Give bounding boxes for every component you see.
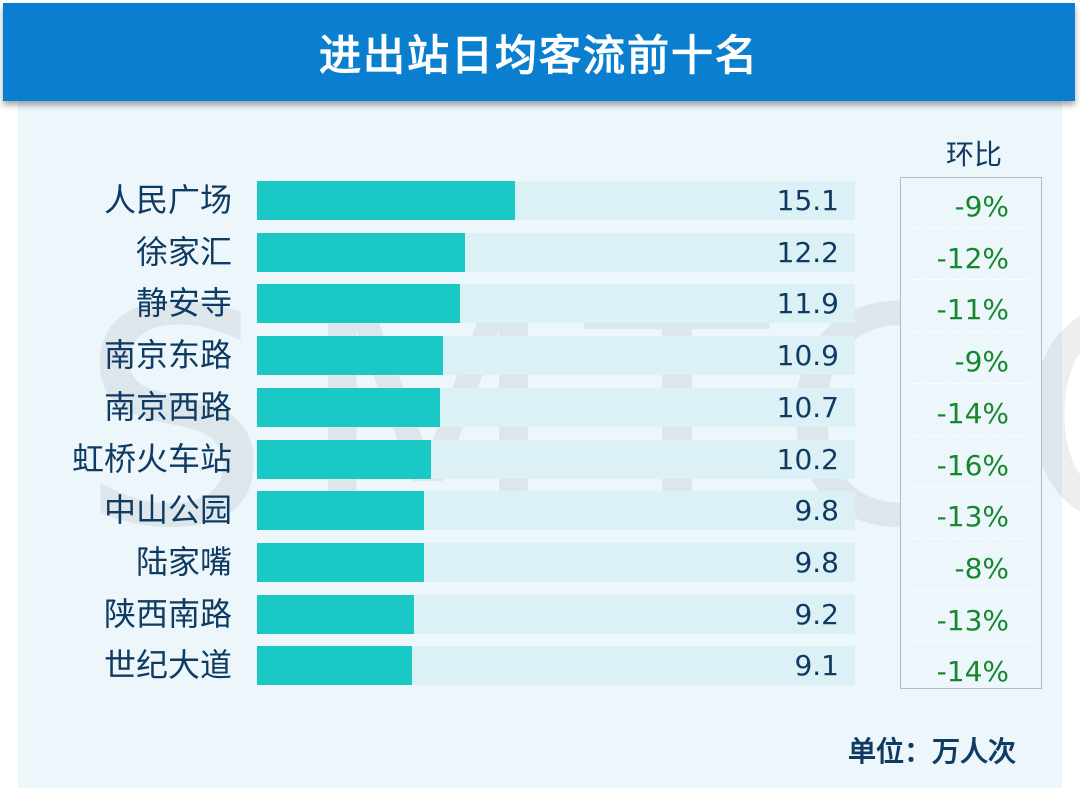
bar-value-label: 9.8 [794, 494, 839, 528]
bar-value-label: 10.9 [776, 339, 839, 373]
mom-divider [907, 537, 1035, 539]
mom-value: -12% [936, 241, 1009, 275]
mom-header: 环比 [946, 138, 1003, 171]
bar-track: 10.7 [257, 387, 855, 427]
bar [257, 284, 461, 324]
mom-divider [907, 434, 1035, 436]
bar [257, 491, 425, 531]
bar-track: 11.9 [257, 284, 855, 324]
bar-value-label: 9.8 [794, 545, 839, 579]
bar [257, 646, 413, 686]
mom-divider [907, 331, 1035, 333]
mom-divider [907, 382, 1035, 384]
mom-value: -13% [936, 603, 1009, 637]
bar-value-label: 10.7 [776, 390, 839, 424]
bar [257, 542, 425, 582]
unit-label: 单位：万人次 [848, 735, 1017, 768]
bar [257, 594, 415, 634]
mom-value: -9% [954, 345, 1009, 379]
bar-value-label: 15.1 [776, 184, 839, 217]
mom-value: -16% [936, 448, 1009, 482]
bar-value-label: 12.2 [776, 235, 839, 269]
mom-column: -9% -12% -11% -9% -14% -16% -13% -8% -13% -14% [900, 177, 1042, 689]
mom-value: -14% [936, 655, 1009, 689]
bar-value-label: 9.2 [794, 597, 839, 631]
mom-value: -8% [954, 551, 1009, 585]
category-label: 静安寺 [135, 284, 232, 323]
chart-title: 进出站日均客流前十名 [318, 30, 759, 80]
bar-value-label: 11.9 [776, 287, 839, 321]
category-label: 陕西南路 [103, 594, 232, 633]
title-banner: 进出站日均客流前十名 [3, 3, 1075, 101]
mom-value: -14% [936, 396, 1009, 430]
bar-track: 9.8 [257, 491, 855, 531]
category-label: 陆家嘴 [135, 542, 232, 581]
category-label: 南京东路 [103, 336, 232, 375]
category-label: 徐家汇 [135, 232, 232, 271]
mom-value: -11% [936, 293, 1009, 327]
mom-divider [907, 589, 1035, 591]
bar-track: 9.1 [257, 646, 855, 686]
bar-track: 15.1 [257, 181, 855, 220]
category-label: 中山公园 [103, 491, 232, 530]
mom-divider [907, 641, 1035, 643]
bar-track: 9.8 [257, 542, 855, 582]
bar-track: 10.2 [257, 439, 855, 479]
bar [257, 439, 432, 479]
bar-track: 12.2 [257, 232, 855, 272]
category-label: 人民广场 [103, 181, 232, 219]
mom-value: -13% [936, 500, 1009, 534]
bar [257, 181, 515, 220]
bar [257, 232, 466, 272]
mom-divider [907, 279, 1035, 281]
bar-value-label: 10.2 [776, 442, 839, 476]
bar [257, 336, 444, 376]
mom-divider [907, 227, 1035, 229]
bar-track: 9.2 [257, 594, 855, 634]
category-label: 虹桥火车站 [71, 439, 232, 478]
mom-divider [907, 486, 1035, 488]
mom-value: -9% [954, 190, 1009, 223]
category-label: 南京西路 [103, 387, 232, 426]
bar [257, 387, 440, 427]
category-label: 世纪大道 [103, 646, 232, 685]
bar-track: 10.9 [257, 336, 855, 376]
bar-value-label: 9.1 [794, 649, 839, 683]
